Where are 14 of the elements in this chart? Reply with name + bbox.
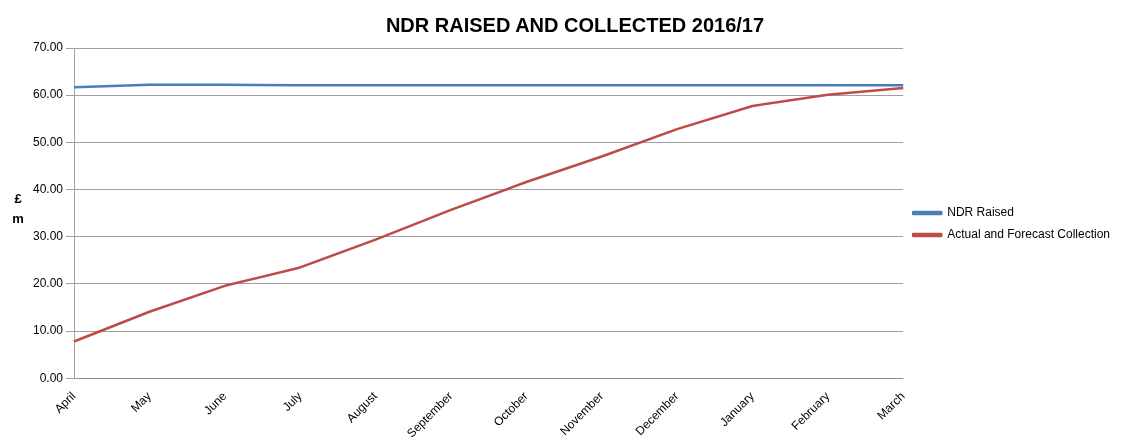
y-tick-label: 60.00: [33, 87, 64, 102]
x-tick-label: May: [127, 388, 154, 415]
y-tick-label: 10.00: [33, 323, 64, 338]
y-axis-title: £ m: [12, 191, 24, 227]
y-tick-label: 30.00: [33, 229, 64, 244]
y-tick-label: 20.00: [33, 276, 64, 291]
y-tick-label: 40.00: [33, 181, 64, 196]
legend-label: Actual and Forecast Collection: [947, 227, 1110, 242]
y-tick-label: 50.00: [33, 134, 64, 149]
y-tick-label: 0.00: [39, 370, 64, 385]
x-tick-label: July: [279, 388, 305, 414]
chart-title: NDR RAISED AND COLLECTED 2016/17: [385, 13, 765, 36]
legend-label: NDR Raised: [947, 205, 1014, 220]
y-tick-label: 70.00: [33, 40, 64, 55]
